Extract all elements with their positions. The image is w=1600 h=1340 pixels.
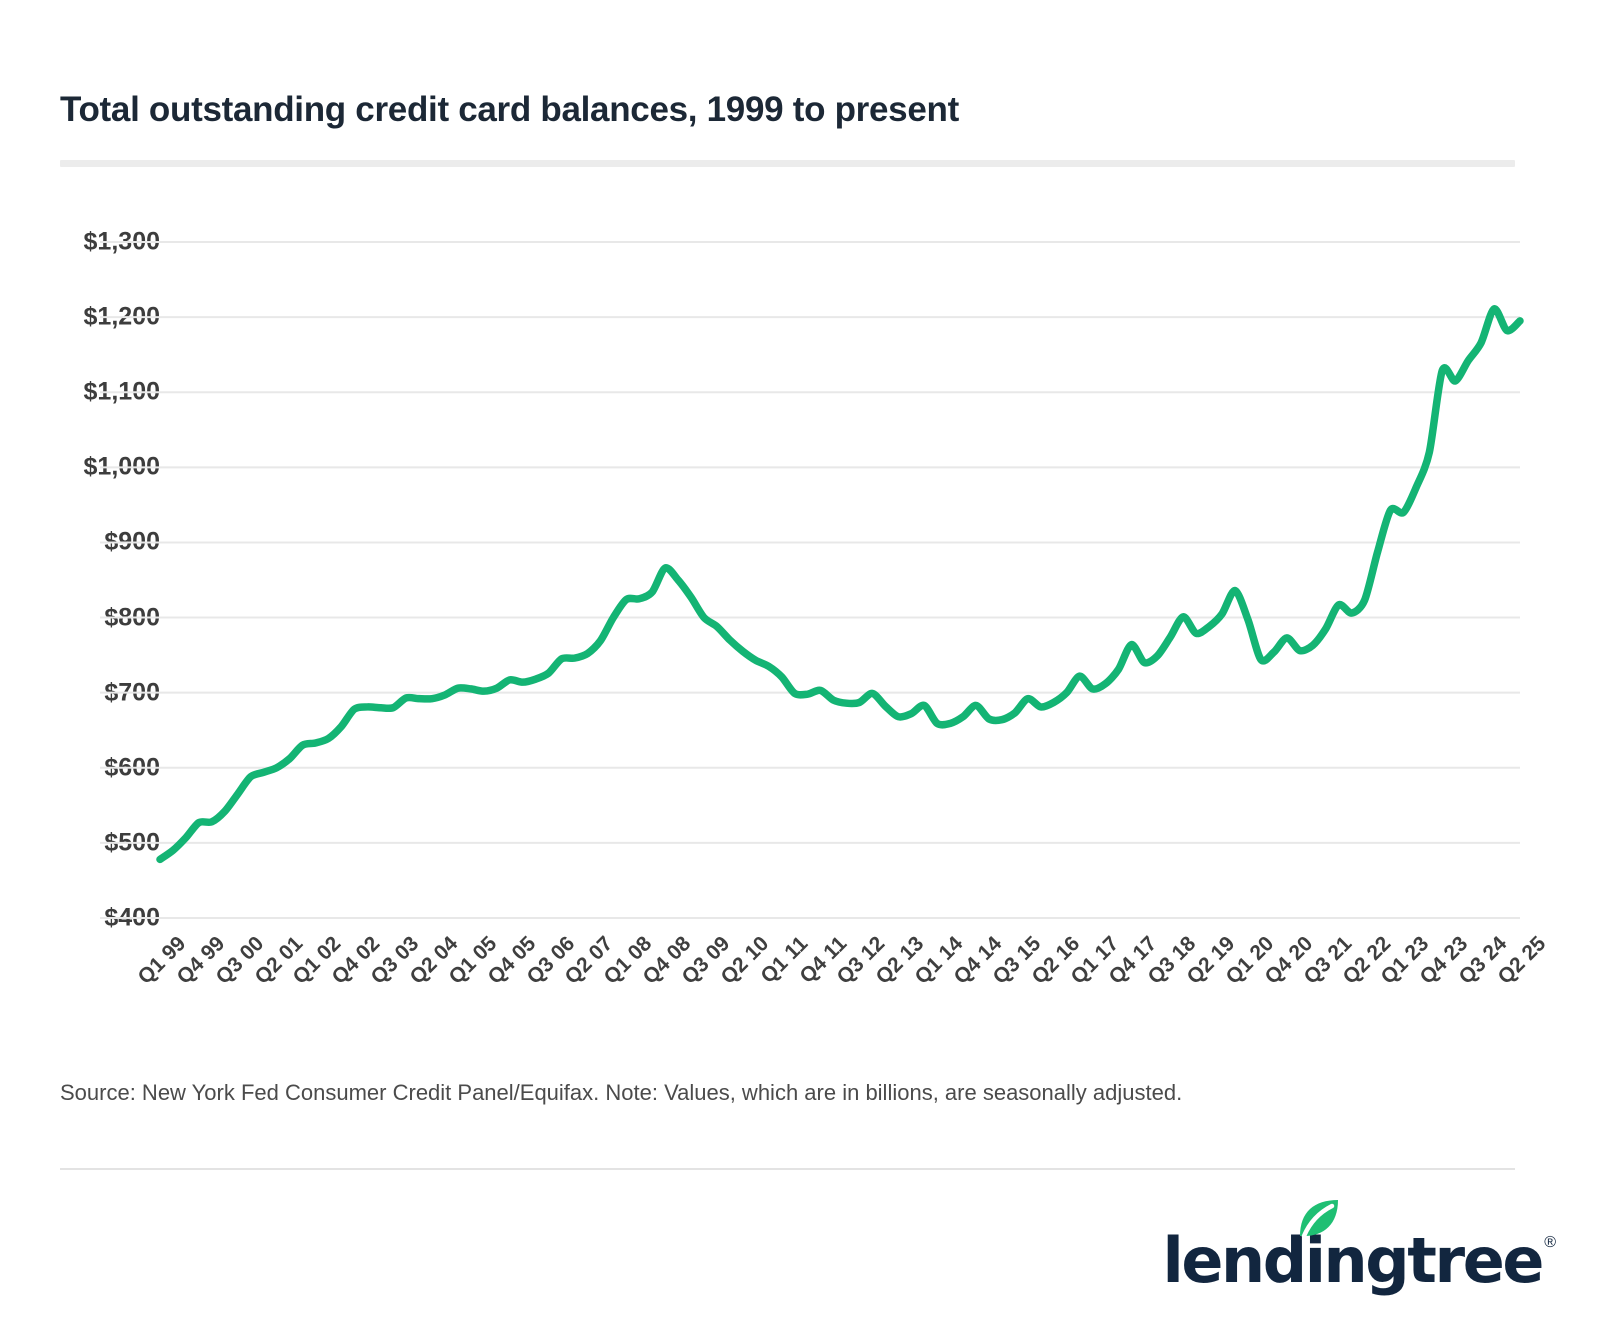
lendingtree-logo: lendingtree ® (1162, 1200, 1556, 1292)
title-divider (60, 160, 1515, 167)
x-axis-labels: Q1 99 Q4 99 Q3 00 Q2 01 Q1 02 Q4 02 Q3 03 Q2 04… (0, 932, 1600, 1052)
registered-mark: ® (1544, 1234, 1556, 1251)
footer-divider (60, 1168, 1515, 1170)
source-note: Source: New York Fed Consumer Credit Pan… (60, 1080, 1183, 1105)
logo-wordmark: lendingtree (1162, 1224, 1544, 1297)
leaf-icon (1300, 1200, 1339, 1239)
page-title: Total outstanding credit card balances, … (60, 90, 959, 129)
gridlines (100, 241, 1520, 919)
balance-line-series (156, 305, 1524, 864)
line-chart-svg (100, 241, 1524, 919)
plot-area (0, 200, 1600, 960)
